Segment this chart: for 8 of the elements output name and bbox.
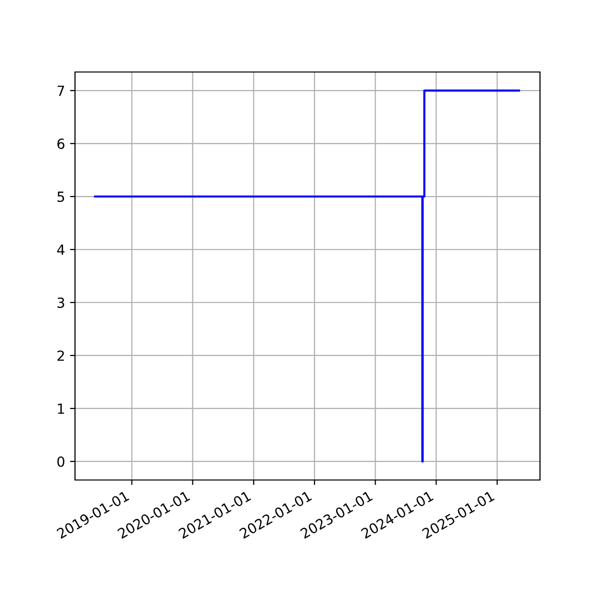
y-tick-label: 5: [58, 192, 64, 202]
y-tick-label: 0: [57, 456, 64, 467]
y-tick-label: 7: [58, 86, 64, 96]
y-tick-label: 1: [58, 404, 64, 414]
y-tick-label: 4: [57, 244, 64, 255]
y-tick-label: 3: [58, 297, 64, 308]
y-tick-label: 6: [57, 138, 64, 150]
y-tick-label: 2: [57, 350, 64, 361]
